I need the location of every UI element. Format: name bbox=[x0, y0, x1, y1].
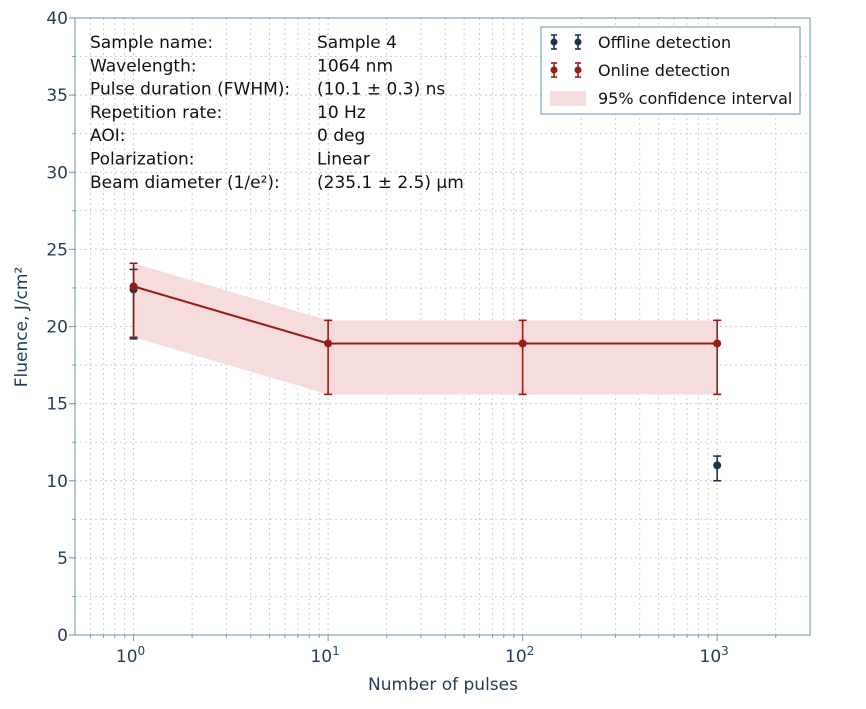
info-label: Polarization: bbox=[90, 150, 195, 170]
offline-detection-point bbox=[713, 461, 722, 470]
series-layer bbox=[129, 262, 722, 482]
legend: Offline detection Online detection 95% con… bbox=[540, 26, 801, 115]
confidence-band bbox=[133, 263, 718, 395]
legend-marker bbox=[550, 66, 558, 74]
online-detection-point bbox=[324, 339, 333, 348]
y-tick-label: 35 bbox=[46, 86, 68, 106]
info-label: Repetition rate: bbox=[90, 103, 222, 123]
legend-entry: Online detection bbox=[598, 61, 730, 80]
info-label: Sample name: bbox=[90, 33, 213, 53]
legend-entry: Offline detection bbox=[598, 33, 731, 52]
y-tick-label: 40 bbox=[46, 9, 68, 29]
online-detection-point bbox=[713, 339, 722, 348]
legend-marker bbox=[574, 66, 582, 74]
online-detection-point bbox=[129, 282, 138, 291]
legend-marker bbox=[574, 38, 582, 46]
y-tick-label: 10 bbox=[46, 472, 68, 492]
info-value: (235.1 ± 2.5) µm bbox=[317, 173, 464, 193]
y-tick-label: 15 bbox=[46, 395, 68, 415]
y-axis-label: Fluence, J/cm² bbox=[12, 267, 32, 388]
info-label: Beam diameter (1/e²): bbox=[90, 173, 280, 193]
info-value: 10 Hz bbox=[317, 103, 366, 123]
legend-entry: 95% confidence interval bbox=[598, 89, 792, 108]
y-tick-label: 30 bbox=[46, 163, 68, 183]
info-label: Pulse duration (FWHM): bbox=[90, 80, 290, 100]
info-value: 0 deg bbox=[317, 126, 365, 146]
x-tick-label: 103 bbox=[700, 644, 729, 667]
info-label: AOI: bbox=[90, 126, 125, 146]
online-detection-point bbox=[518, 339, 527, 348]
confidence-band-layer bbox=[133, 263, 718, 395]
info-value: Sample 4 bbox=[317, 33, 397, 53]
y-tick-label: 5 bbox=[57, 549, 68, 569]
info-value: 1064 nm bbox=[317, 56, 393, 76]
legend-band-swatch bbox=[550, 91, 586, 106]
info-box: Sample name: Sample 4 Wavelength: 1064 nm Pu… bbox=[90, 33, 464, 193]
legend-marker bbox=[550, 38, 558, 46]
online-detection-line bbox=[133, 285, 718, 345]
x-tick-label: 102 bbox=[505, 644, 534, 667]
x-tick-label: 101 bbox=[310, 644, 339, 667]
ticks: 0 5 10 15 20 25 30 35 40 100 101 102 103 bbox=[46, 9, 777, 667]
y-tick-label: 20 bbox=[46, 318, 68, 338]
info-label: Wavelength: bbox=[90, 56, 197, 76]
x-axis-label: Number of pulses bbox=[368, 675, 518, 695]
y-tick-label: 25 bbox=[46, 240, 68, 260]
info-value: Linear bbox=[317, 150, 370, 170]
x-tick-label: 100 bbox=[116, 644, 145, 667]
y-tick-label: 0 bbox=[57, 626, 68, 646]
info-value: (10.1 ± 0.3) ns bbox=[317, 80, 445, 100]
